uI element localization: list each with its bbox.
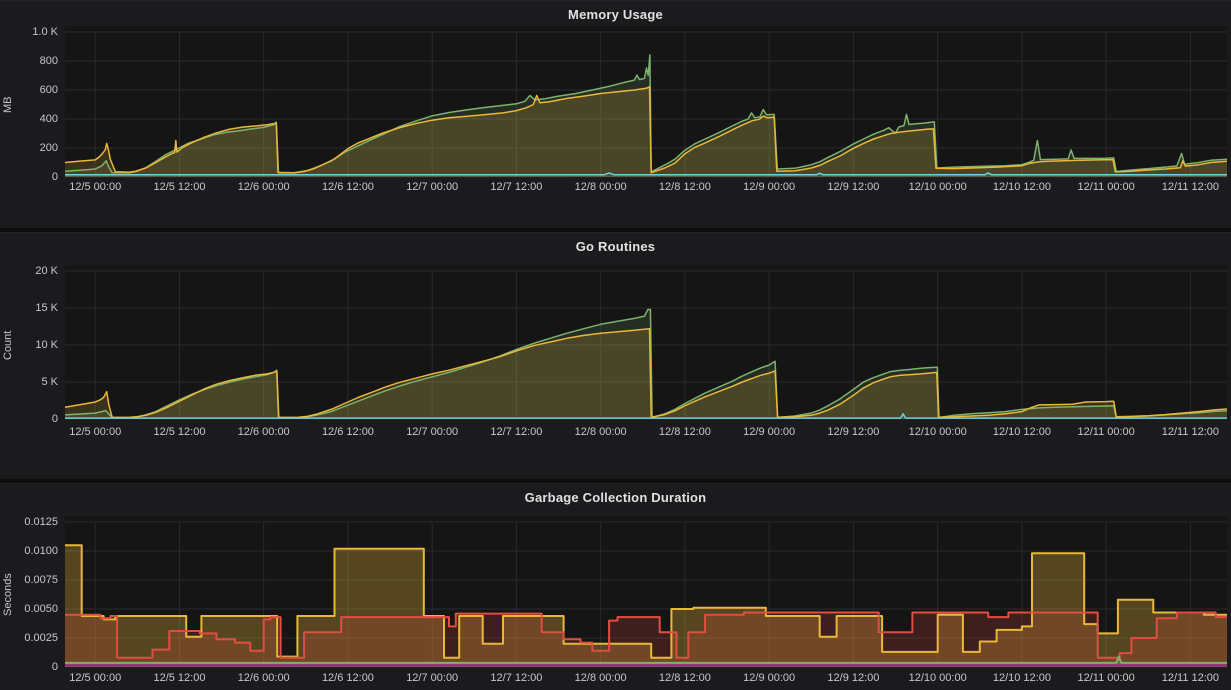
panel-title[interactable]: Memory Usage [568,6,663,22]
panel-header[interactable]: Memory Usage [0,1,1231,27]
plot-area[interactable] [0,484,1231,690]
chart-canvas[interactable] [65,265,1227,423]
chart-canvas[interactable] [65,516,1227,671]
panel-title[interactable]: Garbage Collection Duration [524,489,707,505]
panel-header[interactable]: Go Routines [0,233,1231,259]
chart-panel: Memory Usage MB 1.0 K 800 600 400 200 0 12/5 … [0,0,1231,228]
chart-canvas[interactable] [65,26,1227,181]
plot-area[interactable] [0,1,1231,228]
panel-title[interactable]: Go Routines [575,238,656,254]
plot-area[interactable] [0,233,1231,479]
chart-panel: Garbage Collection Duration Seconds 0.01… [0,483,1231,690]
panel-header[interactable]: Garbage Collection Duration [0,484,1231,510]
